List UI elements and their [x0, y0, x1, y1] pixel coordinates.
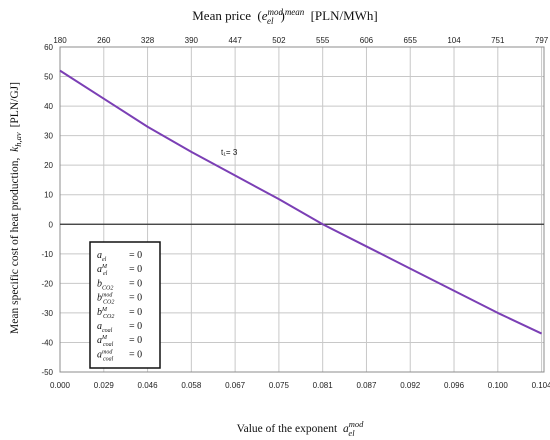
x-axis-label: Value of the exponent amod el	[237, 419, 365, 438]
x-top-tick-label: 390	[185, 36, 199, 45]
x-bottom-tick-label: 0.081	[313, 381, 334, 390]
plot-area	[59, 46, 545, 373]
x-top-tick-label: 797	[535, 36, 549, 45]
y-tick-label: 50	[44, 73, 53, 82]
y-tick-label: 40	[44, 102, 53, 111]
x-bottom-tick-label: 0.104	[532, 381, 550, 390]
x-top-tick-label: 606	[360, 36, 374, 45]
x-top-tick-label: 655	[404, 36, 418, 45]
y-tick-label: 10	[44, 191, 53, 200]
legend-border	[89, 241, 161, 369]
y-tick-label: -20	[41, 279, 53, 288]
legend-entry: aM el = 0	[97, 264, 142, 277]
y-tick-labels: 60 50 40 30 20 10 0 -10 -20 -30 -40 -50	[41, 43, 53, 377]
x-bottom-tick-label: 0.075	[269, 381, 290, 390]
y-axis-label: Mean specific cost of heat production, k…	[9, 82, 24, 334]
x-bottom-tick-label: 0.096	[444, 381, 465, 390]
legend-entry: bM CO2 = 0	[97, 307, 142, 320]
legend-entry: bmod CO2 = 0	[97, 293, 142, 306]
legend-entry: acoal = 0	[97, 321, 142, 334]
x-top-tick-label: 180	[53, 36, 67, 45]
y-tick-label: -50	[41, 368, 53, 377]
legend-entry: ael = 0	[97, 250, 142, 263]
legend-entry: amod coal = 0	[97, 349, 142, 362]
x-bottom-tick-label: 0.092	[400, 381, 421, 390]
x-top-tick-label: 328	[141, 36, 155, 45]
y-tick-label: -30	[41, 309, 53, 318]
x-bottom-tick-label: 0.067	[225, 381, 246, 390]
x-bottom-tick-label: 0.058	[181, 381, 202, 390]
x-top-tick-label: 447	[228, 36, 242, 45]
x-bottom-tick-labels: 0.000 0.029 0.046 0.058 0.067 0.075 0.081 0.087…	[50, 381, 550, 390]
series-group	[59, 69, 543, 335]
legend-entry: aM coal = 0	[97, 335, 142, 348]
y-tick-label: 0	[49, 220, 54, 229]
chart-title: Mean price (emod el)mean [PLN/MWh]	[192, 3, 377, 26]
x-bottom-tick-label: 0.000	[50, 381, 71, 390]
series-line	[59, 69, 543, 335]
y-tick-label: 60	[44, 43, 53, 52]
x-top-tick-label: 555	[316, 36, 330, 45]
x-bottom-tick-label: 0.087	[356, 381, 377, 390]
y-tick-label: -40	[41, 338, 53, 347]
x-bottom-tick-label: 0.046	[138, 381, 159, 390]
series-annotation: t₁= 3	[221, 148, 238, 157]
x-top-tick-label: 260	[97, 36, 111, 45]
x-top-tick-label: 104	[447, 36, 461, 45]
x-bottom-tick-label: 0.100	[488, 381, 509, 390]
x-top-tick-label: 502	[272, 36, 286, 45]
y-tick-label: -10	[41, 250, 53, 259]
y-tick-label: 20	[44, 161, 53, 170]
y-tick-label: 30	[44, 132, 53, 141]
x-top-tick-label: 751	[491, 36, 505, 45]
legend-entry: bCO2 = 0	[97, 278, 142, 291]
x-bottom-tick-label: 0.029	[94, 381, 115, 390]
x-top-tick-labels: 180 260 328 390 447 502 555 606 655 104 751 797	[53, 36, 548, 45]
